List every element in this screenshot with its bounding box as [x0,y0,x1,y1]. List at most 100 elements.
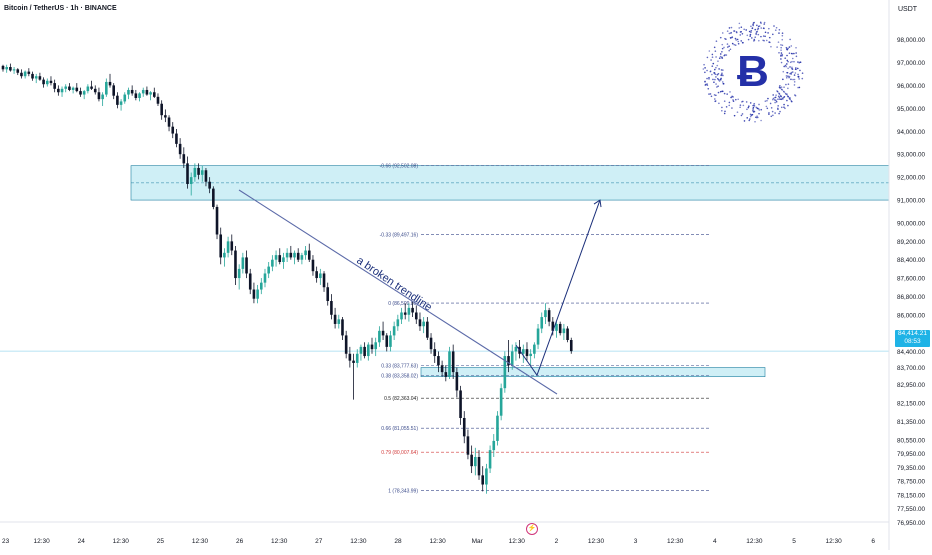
candle-body [315,271,318,279]
logo-dot [712,78,714,81]
candle [53,79,56,93]
logo-dot [789,38,791,41]
candle-body [23,71,27,77]
logo-dot [760,108,763,111]
logo-dot [775,26,778,29]
candle-body [271,259,274,267]
logo-dot [715,40,718,42]
logo-dot [737,42,740,45]
logo-dot [783,103,785,106]
candle-body [510,351,514,366]
logo-dot [716,64,719,67]
logo-dot [772,98,774,101]
logo-dot [795,52,797,54]
candle [204,167,208,187]
candle-body [219,234,223,258]
logo-dot [780,44,782,46]
logo-dot [728,104,731,107]
logo-dot [781,54,784,57]
candle-body [49,80,53,84]
candle-body [119,101,123,105]
candle [197,163,200,180]
logo-dot [785,76,788,79]
logo-dot [710,95,713,98]
logo-dot [780,86,783,88]
logo-dot [784,107,786,110]
y-tick-label: 79,950.00 [897,451,926,458]
logo-dot [782,98,784,100]
symbol-title-text: Bitcoin / TetherUS · 1h · BINANCE [4,5,117,12]
candle [68,83,71,92]
candle-body [57,88,60,93]
logo-dot [787,67,789,70]
logo-dot [760,119,762,122]
logo-dot [754,116,757,119]
candle-body [311,259,315,272]
logo-dot [742,104,745,107]
candle [381,321,385,340]
candle [145,86,149,96]
candle [426,317,429,340]
candle-body [374,342,377,350]
logo-dot [785,93,788,96]
candle-body [455,372,459,391]
candle [367,342,370,361]
logo-dot [729,37,732,39]
candle-body [521,349,525,354]
logo-dot [795,55,798,58]
logo-dot [734,37,737,40]
candle [459,385,462,425]
logo-dot [721,32,724,34]
logo-dot [765,105,768,108]
candle-body [474,456,477,467]
candle [116,92,119,109]
logo-dot [726,93,728,95]
candle [363,342,366,359]
logo-dot [707,87,710,90]
logo-dot [780,98,783,101]
fib-level-label: 0.38 (83,358.02) [381,373,418,379]
logo-dot [794,94,797,97]
y-tick-label: 82,150.00 [897,401,926,408]
candle-body [385,335,389,347]
logo-dot [787,104,789,107]
lightning-icon[interactable]: ⚡ [526,523,538,535]
logo-dot [778,93,781,95]
y-tick-label: 93,000.00 [897,152,926,159]
logo-dot [715,83,717,85]
logo-dot [763,21,766,24]
candle-body [82,91,86,95]
logo-dot [713,71,715,74]
candle-body [182,154,186,164]
logo-dot [760,22,762,25]
logo-dot [780,46,782,49]
candle [20,69,23,79]
candle-body [444,372,448,377]
logo-dot [711,56,714,58]
current-price-tag: 84,414.21 08:53 [895,330,930,347]
logo-dot [739,31,742,33]
logo-dot [729,48,732,51]
y-tick-label: 90,000.00 [897,221,926,228]
candle-body [127,89,130,95]
y-tick-label: 79,350.00 [897,465,926,472]
logo-dot [787,60,789,63]
candle [521,344,525,363]
logo-dot [718,79,720,81]
candle [507,340,510,373]
candle [466,429,470,460]
logo-dot [745,101,748,103]
logo-dot [721,109,723,112]
logo-dot [752,22,755,24]
x-tick-label: 5 [792,538,796,545]
logo-dot [752,108,754,110]
candle-body [499,388,503,416]
logo-dot [717,72,720,75]
logo-dot [741,32,744,35]
logo-dot [777,105,779,107]
candle [293,250,296,265]
candle-body [152,92,156,97]
candle-body [208,181,211,189]
candle [200,165,204,182]
